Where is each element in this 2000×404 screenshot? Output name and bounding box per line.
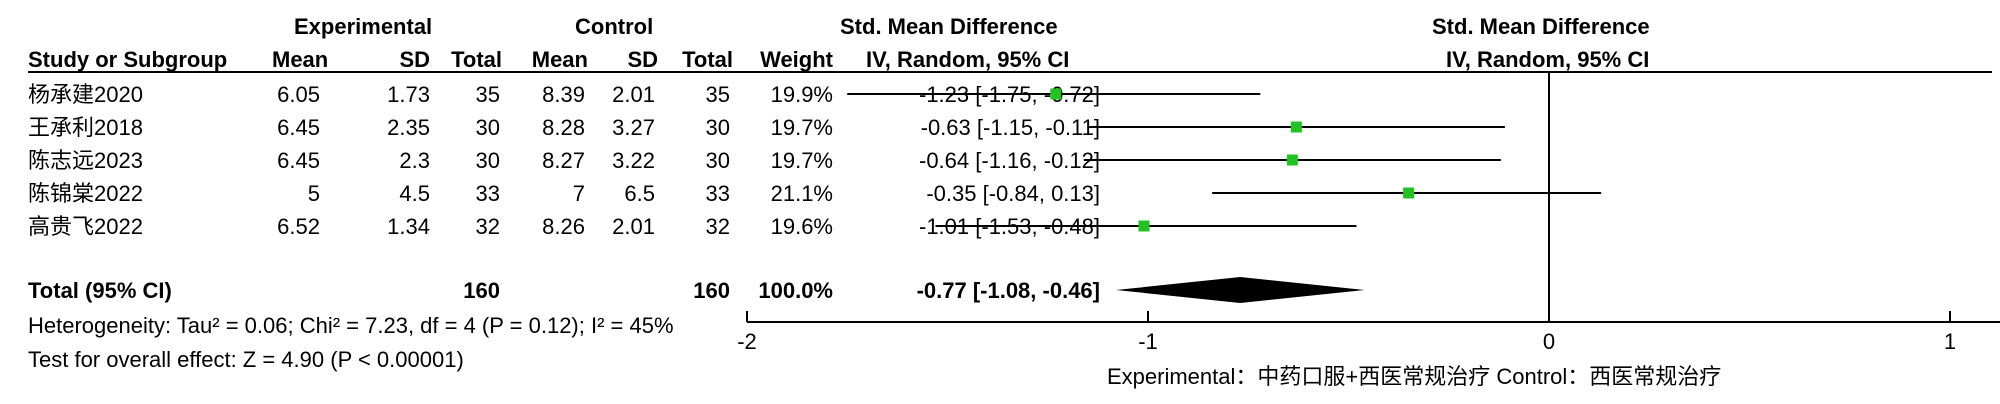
effect-ci: -0.35 [-0.84, 0.13] bbox=[926, 181, 1100, 206]
x-tick-label: -1 bbox=[1138, 329, 1158, 354]
heterogeneity-text: Heterogeneity: Tau² = 0.06; Chi² = 7.23,… bbox=[28, 313, 674, 338]
col-total-c: Total bbox=[682, 47, 733, 72]
sd-e: 2.3 bbox=[399, 148, 430, 173]
study-name: 陈锦棠2022 bbox=[28, 181, 143, 206]
col-sd-e: SD bbox=[399, 47, 430, 72]
header-effect-title: Std. Mean Difference bbox=[840, 14, 1058, 39]
weight: 19.6% bbox=[770, 214, 833, 239]
sd-e: 1.73 bbox=[387, 82, 430, 107]
header-experimental: Experimental bbox=[294, 14, 433, 39]
mean-c: 8.26 bbox=[542, 214, 585, 239]
point-estimate bbox=[1050, 88, 1062, 100]
effect-ci: -0.63 [-1.15, -0.11] bbox=[920, 115, 1100, 140]
col-ci: IV, Random, 95% CI bbox=[866, 47, 1070, 72]
x-tick-label: -2 bbox=[737, 329, 757, 354]
point-estimate bbox=[1290, 121, 1302, 133]
mean-e: 6.52 bbox=[277, 214, 320, 239]
sd-c: 2.01 bbox=[612, 82, 655, 107]
study-name: 高贵飞2022 bbox=[28, 214, 143, 239]
study-name: 杨承建2020 bbox=[28, 82, 143, 107]
mean-e: 6.05 bbox=[277, 82, 320, 107]
total-c: 160 bbox=[693, 278, 730, 303]
weight: 21.1% bbox=[770, 181, 833, 206]
header-control: Control bbox=[575, 14, 654, 39]
mean-c: 8.28 bbox=[542, 115, 585, 140]
sd-e: 1.34 bbox=[387, 214, 430, 239]
header-plot-title: Std. Mean Difference bbox=[1432, 14, 1650, 39]
overall-effect-text: Test for overall effect: Z = 4.90 (P < 0… bbox=[28, 347, 464, 372]
total-e: 30 bbox=[475, 148, 500, 173]
col-total-e: Total bbox=[451, 47, 502, 72]
total-e: 33 bbox=[475, 181, 500, 206]
total-c: 30 bbox=[705, 148, 730, 173]
mean-c: 8.39 bbox=[542, 82, 585, 107]
sd-c: 2.01 bbox=[612, 214, 655, 239]
weight: 19.7% bbox=[770, 115, 833, 140]
sd-c: 3.22 bbox=[612, 148, 655, 173]
col-sd-c: SD bbox=[627, 47, 658, 72]
col-weight: Weight bbox=[760, 47, 833, 72]
mean-e: 5 bbox=[307, 181, 320, 206]
study-name: 陈志远2023 bbox=[28, 148, 143, 173]
total-e: 160 bbox=[463, 278, 500, 303]
total-c: 35 bbox=[705, 82, 730, 107]
mean-c: 8.27 bbox=[542, 148, 585, 173]
total-ci: -0.77 [-1.08, -0.46] bbox=[916, 278, 1100, 303]
col-study: Study or Subgroup bbox=[28, 47, 228, 72]
sd-e: 2.35 bbox=[387, 115, 430, 140]
mean-e: 6.45 bbox=[277, 115, 320, 140]
mean-e: 6.45 bbox=[277, 148, 320, 173]
mean-c: 7 bbox=[572, 181, 585, 206]
x-axis-label: Experimental：中药口服+西医常规治疗 Control：西医常规治疗 bbox=[1107, 364, 1722, 389]
total-c: 30 bbox=[705, 115, 730, 140]
total-e: 32 bbox=[475, 214, 500, 239]
col-mean-e: Mean bbox=[272, 47, 329, 72]
pooled-diamond bbox=[1115, 277, 1365, 303]
point-estimate bbox=[1286, 154, 1298, 166]
weight: 19.7% bbox=[770, 148, 833, 173]
x-tick-label: 1 bbox=[1944, 329, 1956, 354]
col-mean-c: Mean bbox=[531, 47, 588, 72]
point-estimate bbox=[1138, 220, 1150, 232]
sd-e: 4.5 bbox=[399, 181, 430, 206]
sd-c: 3.27 bbox=[612, 115, 655, 140]
study-name: 王承利2018 bbox=[28, 115, 143, 140]
sd-c: 6.5 bbox=[624, 181, 655, 206]
total-e: 35 bbox=[475, 82, 500, 107]
plot-subtitle: IV, Random, 95% CI bbox=[1446, 47, 1650, 72]
total-label: Total (95% CI) bbox=[28, 278, 172, 303]
total-c: 33 bbox=[705, 181, 730, 206]
x-tick-label: 0 bbox=[1543, 329, 1555, 354]
effect-ci: -0.64 [-1.16, -0.12] bbox=[919, 148, 1100, 173]
total-weight: 100.0% bbox=[758, 278, 833, 303]
total-e: 30 bbox=[475, 115, 500, 140]
weight: 19.9% bbox=[770, 82, 833, 107]
point-estimate bbox=[1403, 187, 1415, 199]
total-c: 32 bbox=[705, 214, 730, 239]
